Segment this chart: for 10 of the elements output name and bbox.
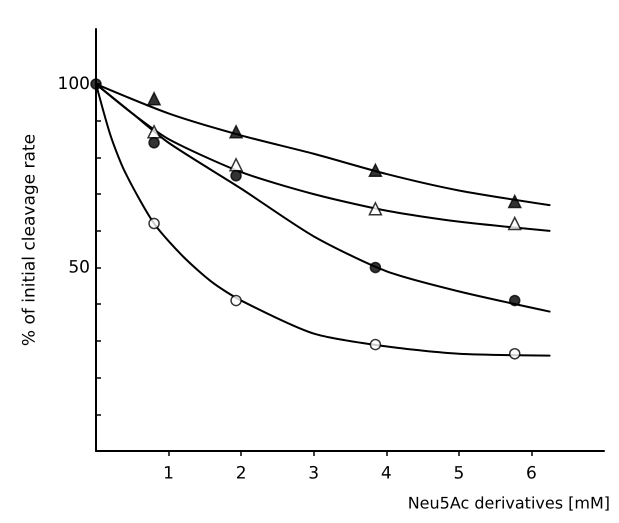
- x-axis-title: Neu5Ac derivatives [mM]: [408, 494, 610, 512]
- y-tick-label: 50: [68, 258, 90, 278]
- y-axis-title: % of initial cleavage rate: [20, 134, 40, 346]
- x-tick-label: 5: [453, 464, 464, 484]
- y-tick-label: 100: [58, 74, 90, 94]
- x-tick-label: 1: [163, 464, 174, 484]
- x-tick-label: 3: [308, 464, 320, 484]
- x-tick-label: 2: [236, 464, 247, 484]
- x-tick-label: 4: [380, 464, 392, 484]
- x-tick-label: 6: [526, 464, 537, 484]
